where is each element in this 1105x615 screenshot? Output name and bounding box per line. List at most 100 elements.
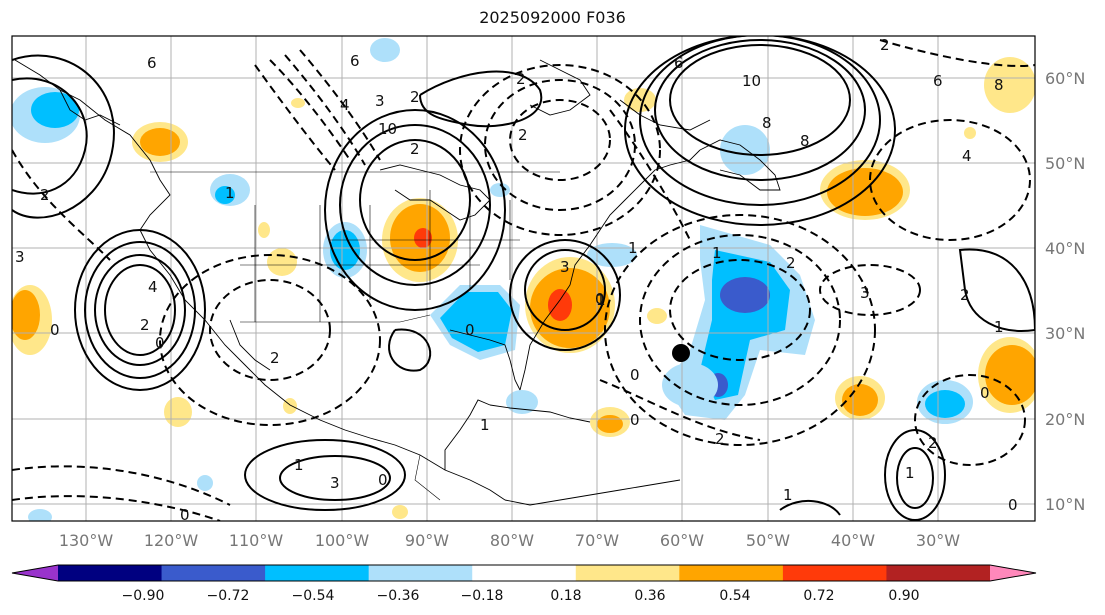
colorbar-segment bbox=[886, 565, 991, 581]
colorbar bbox=[11, 564, 1037, 582]
contour-label: 6 bbox=[147, 54, 157, 72]
contour-label: 2 bbox=[880, 36, 890, 54]
lat-tick-label: 50°N bbox=[1045, 154, 1085, 173]
lon-tick-label: 120°W bbox=[144, 531, 199, 550]
contour-label: 2 bbox=[928, 434, 938, 452]
colorbar-tick-label: 0.36 bbox=[634, 588, 665, 604]
colorbar-segment bbox=[58, 565, 163, 581]
contour-label: 1 bbox=[596, 291, 606, 309]
contour-label: 8 bbox=[800, 132, 810, 150]
lat-tick-label: 40°N bbox=[1045, 239, 1085, 258]
lon-tick-label: 60°W bbox=[660, 531, 704, 550]
contour-label: 4 bbox=[962, 147, 972, 165]
contour-label: 0 bbox=[180, 506, 190, 524]
contour-label: 0 bbox=[155, 334, 165, 352]
colorbar-extend-low bbox=[12, 565, 58, 581]
contour-label: 1 bbox=[628, 239, 638, 257]
longitude-tick-labels: 130°W 120°W 110°W 100°W 90°W 80°W 70°W 6… bbox=[59, 531, 960, 550]
lat-tick-label: 10°N bbox=[1045, 495, 1085, 514]
contour-label: 2 bbox=[786, 254, 796, 272]
lat-tick-label: 20°N bbox=[1045, 410, 1085, 429]
contour-label: 1 bbox=[294, 456, 304, 474]
lat-tick-label: 60°N bbox=[1045, 69, 1085, 88]
contour-label: 0 bbox=[50, 321, 60, 339]
contour-label: 8 bbox=[762, 114, 772, 132]
solid-contours bbox=[12, 36, 1035, 521]
contour-label: 4 bbox=[148, 278, 158, 296]
colorbar-outline bbox=[11, 564, 1037, 582]
colorbar-tick-label: 0.72 bbox=[803, 588, 834, 604]
colorbar-segment bbox=[472, 565, 577, 581]
lon-tick-label: 30°W bbox=[916, 531, 960, 550]
lon-tick-label: 110°W bbox=[229, 531, 284, 550]
lon-tick-label: 40°W bbox=[831, 531, 875, 550]
colorbar-segment bbox=[368, 565, 473, 581]
plot-title: 2025092000 F036 bbox=[479, 8, 626, 27]
contour-label: 6 bbox=[350, 52, 360, 70]
dashed-contours bbox=[12, 39, 1035, 521]
contour-label: 0 bbox=[980, 384, 990, 402]
map-layers: 6 6 6 2 4 3 2 10 2 2 2 4 2 0 2 1 3 0 0 1 bbox=[12, 36, 1035, 524]
lon-tick-label: 70°W bbox=[575, 531, 619, 550]
lon-tick-label: 130°W bbox=[59, 531, 114, 550]
colorbar-tick-label: −0.90 bbox=[122, 588, 165, 604]
contour-label: 2 bbox=[960, 286, 970, 304]
contour-label: 1 bbox=[783, 486, 793, 504]
colorbar-segment bbox=[679, 565, 784, 581]
lon-tick-label: 100°W bbox=[315, 531, 370, 550]
contour-label: 6 bbox=[933, 72, 943, 90]
contour-label: 0 bbox=[630, 366, 640, 384]
contour-label: 3 bbox=[860, 284, 870, 302]
contour-labels: 6 6 6 2 4 3 2 10 2 2 2 4 2 0 2 1 3 0 0 1 bbox=[15, 36, 1018, 524]
contour-label: 0 bbox=[465, 321, 475, 339]
contour-label: 1 bbox=[905, 464, 915, 482]
contour-label: 1 bbox=[480, 416, 490, 434]
lon-tick-label: 50°W bbox=[746, 531, 790, 550]
contour-label: 0 bbox=[378, 471, 388, 489]
contour-label: 0 bbox=[595, 290, 605, 308]
latitude-tick-labels: 60°N 50°N 40°N 30°N 20°N 10°N bbox=[1045, 69, 1085, 514]
contour-label: 10 bbox=[742, 72, 761, 90]
lat-tick-label: 30°N bbox=[1045, 324, 1085, 343]
colorbar-segment bbox=[161, 565, 266, 581]
colorbar-tick-labels: −0.90 −0.72 −0.54 −0.36 −0.18 0.18 0.36 … bbox=[122, 588, 920, 604]
contour-label: 3 bbox=[560, 258, 570, 276]
contour-label: 1 bbox=[994, 318, 1004, 336]
contour-label: 2 bbox=[140, 316, 150, 334]
contour-label: 8 bbox=[994, 76, 1004, 94]
contour-label: 2 bbox=[40, 186, 50, 204]
contour-label: 2 bbox=[270, 349, 280, 367]
colorbar-tick-label: −0.72 bbox=[207, 588, 250, 604]
contour-label: 2 bbox=[410, 88, 420, 106]
lon-tick-label: 80°W bbox=[490, 531, 534, 550]
colorbar-tick-label: 0.18 bbox=[550, 588, 581, 604]
contour-label: 0 bbox=[630, 411, 640, 429]
colorbar-tick-label: 0.54 bbox=[719, 588, 750, 604]
colorbar-segment bbox=[265, 565, 370, 581]
contour-label: 3 bbox=[375, 92, 385, 110]
contour-label: 6 bbox=[674, 54, 684, 72]
colorbar-segment bbox=[575, 565, 680, 581]
contour-label: 3 bbox=[330, 474, 340, 492]
contour-label: 2 bbox=[715, 430, 725, 448]
colorbar-tick-label: −0.36 bbox=[377, 588, 420, 604]
storm-position-marker bbox=[672, 344, 690, 362]
colorbar-segment bbox=[782, 565, 887, 581]
lon-tick-label: 90°W bbox=[405, 531, 449, 550]
colorbar-extend-high bbox=[990, 565, 1036, 581]
contour-label: 1 bbox=[712, 244, 722, 262]
contour-label: 10 bbox=[378, 120, 397, 138]
contour-label: 2 bbox=[518, 126, 528, 144]
colorbar-tick-label: −0.54 bbox=[292, 588, 335, 604]
contour-label: 1 bbox=[225, 184, 235, 202]
map-frame bbox=[11, 35, 1036, 522]
contour-label: 2 bbox=[410, 140, 420, 158]
contour-label: 4 bbox=[340, 96, 350, 114]
colorbar-tick-label: −0.18 bbox=[461, 588, 504, 604]
contour-label: 3 bbox=[15, 248, 25, 266]
contour-label: 2 bbox=[516, 70, 526, 88]
contour-label: 0 bbox=[1008, 496, 1018, 514]
colorbar-tick-label: 0.90 bbox=[888, 588, 919, 604]
